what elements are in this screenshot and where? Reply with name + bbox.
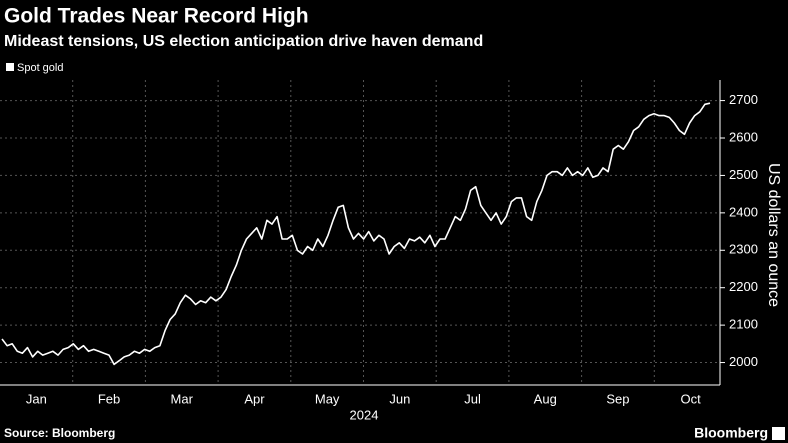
x-tick-label: Sep xyxy=(606,391,629,406)
chart-subtitle: Mideast tensions, US election anticipati… xyxy=(4,33,483,50)
x-tick-label: Jan xyxy=(26,391,47,406)
y-tick-label: 2500 xyxy=(729,167,758,182)
x-tick-label: Jun xyxy=(389,391,410,406)
y-tick-label: 2000 xyxy=(729,354,758,369)
y-tick-label: 2200 xyxy=(729,279,758,294)
y-tick-label: 2100 xyxy=(729,317,758,332)
x-tick-label: Aug xyxy=(534,391,557,406)
legend-swatch xyxy=(6,63,14,71)
chart-title: Gold Trades Near Record High xyxy=(4,5,309,28)
y-tick-label: 2400 xyxy=(729,204,758,219)
x-tick-label: Apr xyxy=(244,391,265,406)
x-axis-label: 2024 xyxy=(350,407,379,422)
x-tick-label: Jul xyxy=(464,391,481,406)
x-tick-label: May xyxy=(315,391,340,406)
line-series xyxy=(1,102,711,366)
x-tick-label: Oct xyxy=(681,391,702,406)
source: Source: Bloomberg xyxy=(4,426,115,440)
brand: Bloomberg xyxy=(694,425,768,441)
x-tick-label: Mar xyxy=(171,391,194,406)
legend-label: Spot gold xyxy=(17,62,63,74)
y-tick-label: 2300 xyxy=(729,242,758,257)
y-tick-label: 2700 xyxy=(729,92,758,107)
x-tick-label: Feb xyxy=(98,391,120,406)
y-tick-label: 2600 xyxy=(729,129,758,144)
y-axis-label: US dollars an ounce xyxy=(765,163,782,307)
brand-icon xyxy=(772,427,785,440)
